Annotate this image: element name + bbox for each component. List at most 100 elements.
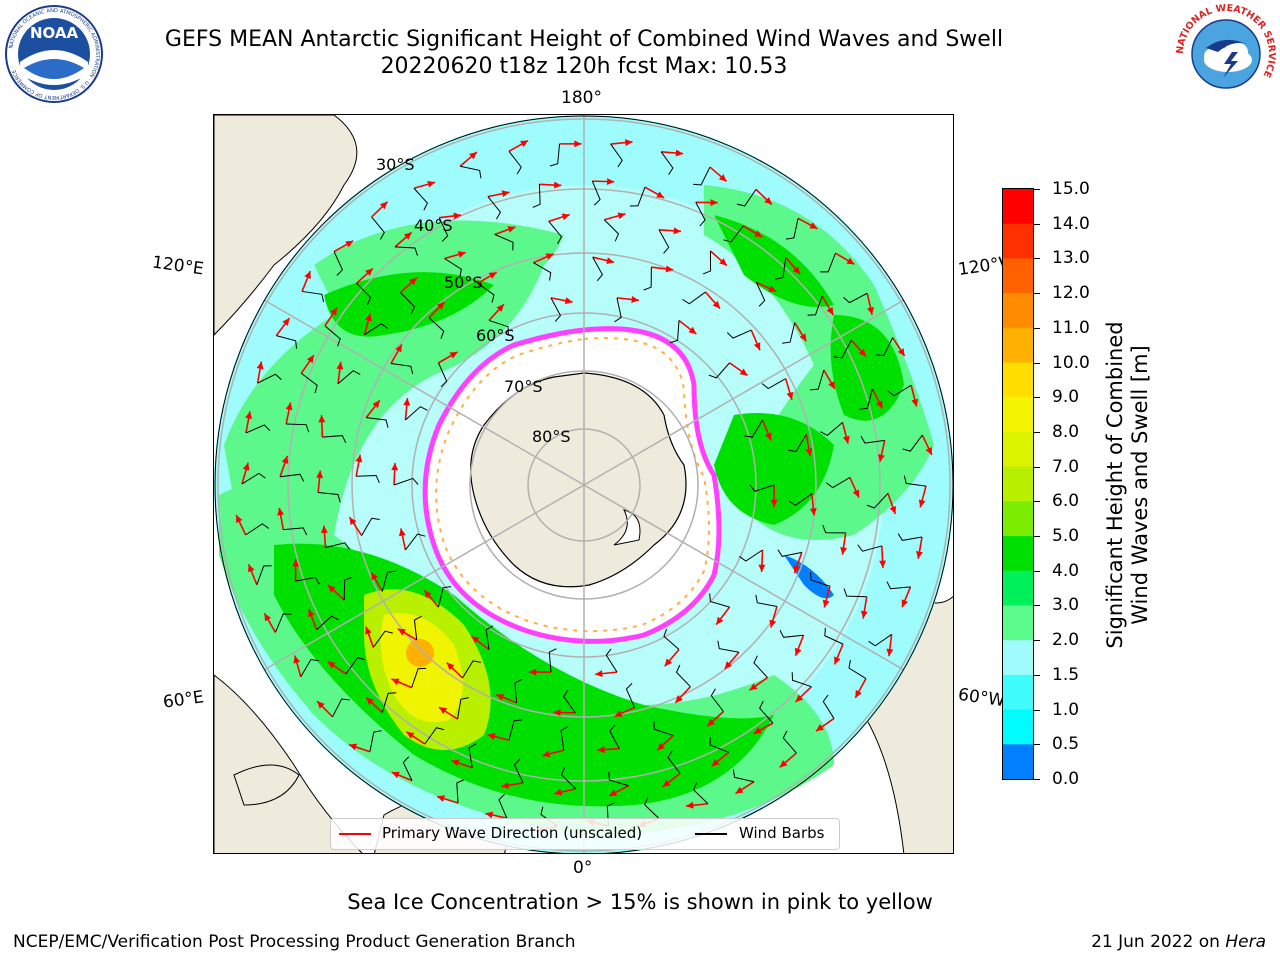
wind-barb <box>755 594 778 607</box>
wave-arrow-head <box>675 695 683 703</box>
wind-barb <box>257 373 282 384</box>
lat-label-30s: 30°S <box>376 155 415 174</box>
wave-arrow-head <box>438 707 447 715</box>
wind-barb <box>316 615 339 631</box>
wind-barb <box>848 660 867 679</box>
wind-barb <box>514 678 523 703</box>
footer-credit: NCEP/EMC/Verification Post Processing Pr… <box>13 932 576 952</box>
wave-arrow-head <box>487 733 496 740</box>
wave-arrow-head <box>860 610 868 619</box>
wind-barb <box>761 378 786 390</box>
wave-arrow-head <box>664 658 672 667</box>
wind-barb <box>468 743 477 768</box>
colorbar-tick-label: 13.0 <box>1052 248 1090 269</box>
wind-barb <box>402 756 413 781</box>
wave-arrow-head <box>308 609 315 618</box>
colorbar-label-line2: Wind Waves and Swell [m] <box>1128 345 1152 625</box>
footer-date: 21 Jun 2022 on Hera <box>1091 932 1266 952</box>
wave-arrow-head <box>712 300 721 309</box>
colorbar-swatch <box>1003 466 1033 502</box>
wave-arrow-head <box>451 759 460 767</box>
wind-barb <box>428 317 445 339</box>
wave-arrow-head <box>529 668 537 676</box>
wind-barb <box>820 421 843 437</box>
colorbar-tick-label: 8.0 <box>1052 421 1080 442</box>
wave-arrow-head <box>617 212 626 220</box>
wave-arrow-head <box>879 560 887 568</box>
wind-barb <box>390 363 414 375</box>
wind-barb <box>324 325 341 347</box>
wave-arrow-head <box>792 266 801 275</box>
lat-label-70s: 70°S <box>504 377 543 396</box>
wind-barb <box>605 648 618 673</box>
wave-arrow-head <box>716 616 724 625</box>
wind-barb <box>820 253 836 273</box>
wind-barb <box>660 151 674 176</box>
wave-arrow-head <box>285 402 293 411</box>
vector-layer <box>235 139 933 834</box>
wind-barb <box>692 782 709 805</box>
colorbar-swatch <box>1003 674 1033 711</box>
wave-arrow-head <box>496 694 505 701</box>
wind-barb <box>372 630 393 648</box>
wave-arrow-head <box>852 489 860 498</box>
wind-barb <box>332 698 350 718</box>
wind-barb <box>732 769 755 783</box>
wind-barb <box>560 726 569 751</box>
wind-barb <box>592 256 604 282</box>
lon-label-left-lower: 60°E <box>161 687 206 713</box>
wind-barb <box>744 419 763 438</box>
legend-barb-line <box>695 833 727 835</box>
wind-barb <box>782 730 797 754</box>
colorbar-swatch <box>1003 536 1033 572</box>
wind-barb <box>245 424 271 434</box>
wave-arrow-head <box>282 317 290 326</box>
wave-arrow-head <box>595 670 603 678</box>
wind-barb <box>322 435 347 444</box>
wave-arrow-head <box>656 191 665 198</box>
wave-arrow-head <box>609 789 618 796</box>
lon-label-bottom: 0° <box>573 858 593 878</box>
colorbar-tick-mark <box>1034 397 1040 399</box>
colorbar-swatch <box>1003 258 1033 294</box>
wind-barb <box>381 570 396 592</box>
wind-barb <box>508 719 522 741</box>
wind-barb <box>807 295 823 316</box>
wave-arrow-head <box>553 709 561 717</box>
legend-wave-line <box>339 833 371 835</box>
wave-arrow-head <box>501 190 510 198</box>
colorbar-label-line1: Significant Height of Combined <box>1103 321 1127 649</box>
wave-arrow-head <box>718 174 727 182</box>
wave-arrow-head <box>242 462 250 471</box>
wave-arrow-head <box>834 656 841 665</box>
wave-arrow-head <box>397 628 406 636</box>
colorbar-tick-mark <box>1034 779 1040 780</box>
map-legend: Primary Wave Direction (unscaled) Wind B… <box>330 818 840 850</box>
wave-arrow-head <box>457 251 466 258</box>
colorbar-tick-mark <box>1034 258 1040 260</box>
colorbar-tick-label: 11.0 <box>1052 317 1090 338</box>
wind-barb <box>444 258 462 278</box>
colorbar-tick-label: 4.0 <box>1052 560 1080 581</box>
wind-barb <box>494 233 514 251</box>
wave-arrow-head <box>842 435 850 444</box>
lon-label-left-upper: 120°E <box>150 252 205 280</box>
wind-barb <box>485 625 494 650</box>
wave-arrow-head <box>758 564 766 572</box>
colorbar-swatch <box>1003 189 1033 225</box>
wind-barb <box>843 588 867 598</box>
wind-barb <box>755 282 766 307</box>
wave-arrow-head <box>320 525 328 534</box>
colorbar-swatch <box>1003 640 1033 676</box>
legend-wave-label: Primary Wave Direction (unscaled) <box>382 824 643 842</box>
lat-label-50s: 50°S <box>444 273 483 292</box>
colorbar-tick-label: 14.0 <box>1052 213 1090 234</box>
colorbar-label: Significant Height of Combined Wind Wave… <box>1103 321 1153 648</box>
wind-barb <box>301 290 325 303</box>
colorbar-tick-label: 0.0 <box>1052 769 1080 789</box>
wind-barb <box>343 576 353 601</box>
wave-arrow-head <box>846 257 855 265</box>
wave-arrow-head <box>769 619 777 628</box>
wind-barb <box>682 291 706 305</box>
wave-arrow-head <box>256 361 264 370</box>
